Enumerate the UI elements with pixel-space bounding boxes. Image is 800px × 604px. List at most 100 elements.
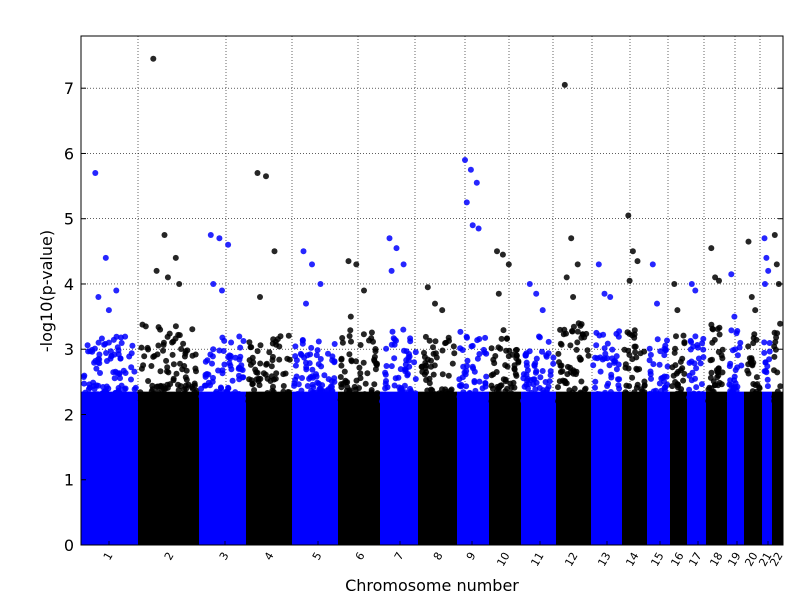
chromosome-14-points-mass — [622, 391, 647, 545]
x-tick-label: 9 — [464, 550, 479, 563]
snp-point — [235, 365, 242, 372]
snp-point — [563, 380, 570, 387]
snp-point — [444, 397, 451, 404]
snp-point — [515, 395, 522, 402]
chromosome-4-points-mass — [246, 391, 292, 545]
snp-point — [585, 352, 592, 359]
snp-point — [110, 336, 117, 343]
snp-point — [715, 369, 722, 376]
snp-point — [107, 355, 114, 362]
snp-point — [379, 392, 386, 399]
snp-point — [450, 343, 457, 350]
snp-point — [122, 393, 129, 400]
snp-point — [559, 368, 566, 375]
snp-point — [482, 334, 489, 341]
peak-snp-point — [271, 248, 278, 255]
snp-point — [686, 386, 693, 393]
snp-point — [198, 385, 205, 392]
snp-point — [383, 345, 390, 352]
snp-point — [93, 365, 100, 372]
snp-point — [447, 391, 454, 398]
snp-point — [315, 361, 322, 368]
snp-point — [266, 349, 273, 356]
snp-point — [98, 335, 105, 342]
snp-point — [730, 389, 737, 396]
snp-point — [254, 348, 261, 355]
snp-point — [655, 392, 662, 399]
snp-point — [525, 398, 532, 405]
snp-point — [736, 344, 743, 351]
snp-point — [207, 398, 214, 405]
snp-point — [772, 339, 779, 345]
snp-point — [146, 398, 153, 405]
snp-point — [117, 391, 124, 398]
snp-point — [179, 366, 186, 373]
snp-point — [677, 391, 684, 398]
snp-point — [545, 338, 552, 345]
snp-point — [407, 385, 413, 392]
snp-point — [474, 355, 481, 362]
snp-point — [641, 389, 648, 396]
snp-point — [404, 372, 411, 379]
peak-snp-point — [462, 157, 468, 163]
chromosome-6-points-mass — [338, 391, 380, 545]
snp-point — [357, 342, 364, 348]
snp-point — [604, 355, 611, 362]
peak-snp-point — [494, 248, 500, 255]
peak-snp-point — [568, 235, 575, 242]
snp-point — [128, 350, 135, 357]
snp-point — [91, 345, 98, 352]
snp-point — [731, 384, 737, 391]
snp-point — [751, 331, 758, 338]
snp-point — [117, 355, 124, 362]
chromosome-16-points-mass — [670, 391, 687, 545]
peak-snp-point — [150, 55, 157, 62]
snp-point — [141, 397, 147, 404]
peak-snp-point — [424, 284, 431, 291]
x-tick-label: 4 — [262, 550, 277, 563]
data-points — [80, 55, 784, 545]
snp-point — [726, 363, 733, 370]
snp-point — [633, 365, 640, 372]
snp-point — [250, 359, 257, 366]
peak-snp-point — [361, 287, 367, 294]
snp-point — [626, 330, 633, 337]
snp-point — [650, 361, 657, 368]
snp-point — [304, 383, 311, 389]
chromosome-11-points-mass — [521, 391, 556, 545]
snp-point — [339, 339, 346, 346]
snp-point — [282, 392, 289, 399]
snp-point — [297, 350, 304, 357]
snp-point — [543, 392, 550, 399]
snp-point — [629, 356, 636, 363]
peak-snp-point — [345, 258, 352, 265]
snp-point — [102, 390, 108, 397]
snp-point — [155, 324, 162, 331]
snp-point — [626, 351, 633, 358]
snp-point — [193, 368, 199, 375]
snp-point — [582, 397, 589, 404]
snp-point — [280, 383, 287, 389]
snp-point — [366, 337, 372, 344]
snp-point — [246, 339, 253, 346]
snp-point — [81, 380, 88, 387]
snp-point — [524, 367, 531, 374]
snp-point — [693, 384, 700, 391]
y-tick-label: 0 — [64, 536, 74, 555]
snp-point — [391, 336, 398, 343]
snp-point — [648, 375, 654, 382]
snp-point — [140, 362, 147, 369]
snp-point — [608, 374, 615, 381]
snp-point — [669, 364, 676, 371]
snp-point — [170, 375, 177, 382]
snp-point — [220, 348, 227, 354]
snp-point — [115, 347, 122, 354]
snp-point — [521, 391, 528, 398]
snp-point — [641, 378, 648, 385]
peak-snp-point — [92, 170, 99, 176]
snp-point — [412, 391, 419, 398]
x-tick-label: 6 — [353, 550, 368, 563]
snp-point — [389, 328, 396, 335]
snp-point — [95, 356, 102, 362]
